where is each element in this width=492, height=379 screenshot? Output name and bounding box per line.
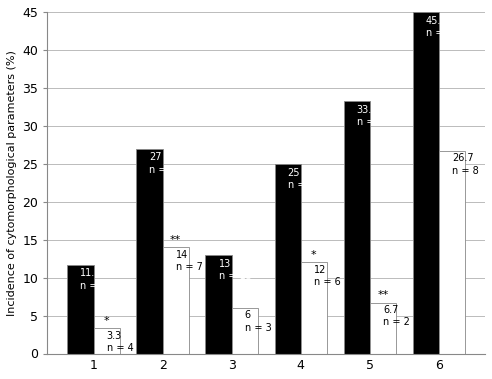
Text: 33.3
n = 20: 33.3 n = 20 xyxy=(357,105,390,127)
Text: **: ** xyxy=(377,290,389,301)
Text: *: * xyxy=(311,250,317,260)
Text: 12
n = 6: 12 n = 6 xyxy=(314,265,340,287)
Bar xyxy=(67,265,93,354)
Text: 13
n = 13: 13 n = 13 xyxy=(218,258,251,281)
Text: 6
n = 3: 6 n = 3 xyxy=(245,310,272,333)
Bar xyxy=(343,101,370,354)
Text: *: * xyxy=(104,316,110,326)
Text: 25
n = 25: 25 n = 25 xyxy=(288,168,321,190)
Bar xyxy=(136,149,163,354)
Text: 27
n = 27: 27 n = 27 xyxy=(150,152,183,175)
Bar xyxy=(232,308,258,354)
Bar xyxy=(206,255,232,354)
Bar xyxy=(163,247,189,354)
Text: 6.7
n = 2: 6.7 n = 2 xyxy=(383,305,410,327)
Bar xyxy=(93,329,120,354)
Text: 11.7
n = 28: 11.7 n = 28 xyxy=(80,268,114,291)
Bar xyxy=(413,12,439,354)
Y-axis label: Incidence of cytomorphological parameters (%): Incidence of cytomorphological parameter… xyxy=(7,50,17,316)
Text: 14
n = 7: 14 n = 7 xyxy=(176,249,203,272)
Text: 45.0
n = 27: 45.0 n = 27 xyxy=(426,16,459,38)
Text: **: ** xyxy=(170,235,182,245)
Bar xyxy=(439,151,465,354)
Text: 3.3
n = 4: 3.3 n = 4 xyxy=(107,331,133,353)
Text: 26.7
n = 8: 26.7 n = 8 xyxy=(452,153,479,175)
Bar xyxy=(301,262,327,354)
Bar xyxy=(370,303,396,354)
Bar xyxy=(275,164,301,354)
